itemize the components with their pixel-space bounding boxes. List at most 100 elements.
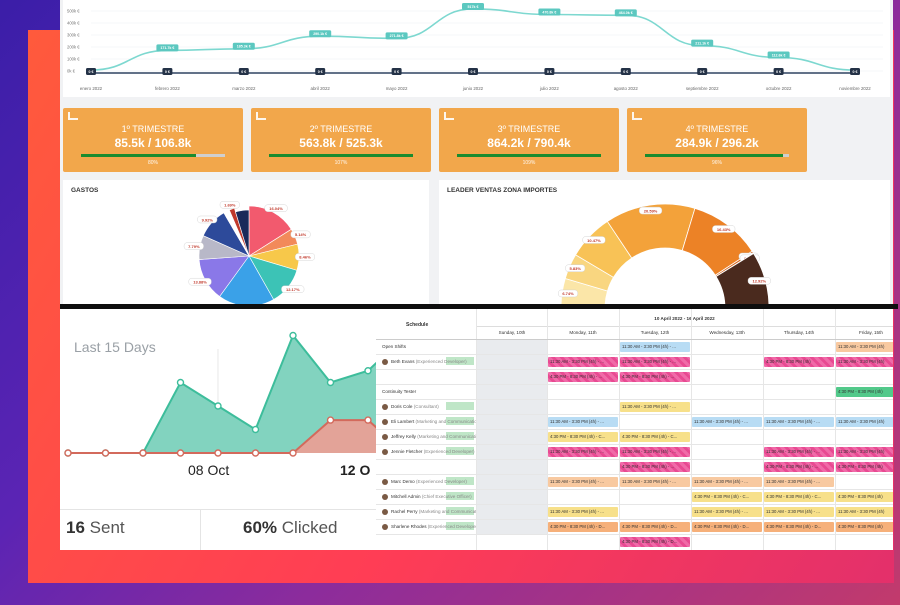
employee-name: Continuity Tester [382, 389, 417, 394]
schedule-row-name[interactable]: Sharlene Rhodes (Experienced Developer) [382, 524, 476, 530]
zero-value-label: 0 € [241, 70, 246, 74]
shift-pill[interactable]: 11:30 AM - 3:30 PM (4h) - ... [764, 506, 834, 517]
shift-pill[interactable]: 11:30 AM - 3:30 PM (4h) - ... [620, 401, 690, 412]
role-progress-bar [446, 432, 474, 440]
shift-pill[interactable]: 11:30 AM - 3:30 PM (4h) - ... [692, 416, 762, 427]
shift-pill[interactable]: 4:30 PM - 8:30 PM (4h) - D... [620, 536, 690, 547]
slice-label: 20.59% [644, 208, 658, 213]
shift-pill[interactable]: 4:30 PM - 8:30 PM (4h) - ... [620, 461, 690, 472]
shift-pill[interactable]: 4:30 PM - 8:30 PM (4h) [836, 461, 893, 472]
trimestre-progress-track [269, 154, 413, 157]
shift-pill[interactable]: 4:30 PM - 8:30 PM (4h) - C... [692, 491, 762, 502]
role-progress-bar [446, 477, 474, 485]
col-line [619, 309, 620, 550]
shift-pill[interactable]: 4:30 PM - 8:30 PM (4h) - C... [620, 431, 690, 442]
shift-pill[interactable]: 4:30 PM - 8:30 PM (4h) [836, 491, 893, 502]
shift-pill[interactable]: 11:30 AM - 3:30 PM (4h) [836, 416, 893, 427]
bar-chart-icon [256, 112, 266, 120]
month-label: noviembre 2022 [839, 86, 871, 91]
shift-pill[interactable]: 4:30 PM - 8:30 PM (4h) - ... [548, 371, 618, 382]
employee-name: Beth Evans [391, 359, 415, 365]
shift-pill[interactable]: 11:30 AM - 3:30 PM (4h) - ... [620, 341, 690, 352]
shift-pill[interactable]: 4:30 PM - 8:30 PM (4h) - ... [620, 371, 690, 382]
employee-name: Doris Cole [391, 404, 413, 410]
row-line [376, 519, 893, 520]
shift-pill[interactable]: 11:30 AM - 3:30 PM (4h) - ... [764, 446, 834, 457]
shift-pill[interactable]: 11:30 AM - 3:30 PM (4h) - ... [764, 476, 834, 487]
month-label: septiembre 2022 [686, 86, 719, 91]
shift-pill[interactable]: 11:30 AM - 3:30 PM (4h) - ... [548, 416, 618, 427]
shift-pill[interactable]: 4:30 PM - 8:30 PM (4h) - C... [764, 491, 834, 502]
schedule-row-name[interactable]: Continuity Tester [382, 389, 476, 394]
shift-pill[interactable]: 11:30 AM - 3:30 PM (4h) - ... [692, 506, 762, 517]
shift-pill[interactable]: 4:30 PM - 8:30 PM (4h) - D... [548, 521, 618, 532]
shift-pill[interactable]: 11:30 AM - 3:30 PM (4h) - ... [548, 476, 618, 487]
month-label: octubre 2022 [766, 86, 792, 91]
zero-value-label: 0 € [165, 70, 170, 74]
value-badge [767, 51, 790, 59]
shift-pill[interactable]: 4:30 PM - 8:30 PM (4h) - D... [764, 521, 834, 532]
slice-label: 12.92% [753, 279, 767, 284]
employee-role: (Experienced Developer) [416, 479, 467, 485]
employee-role: (Experienced Developer) [427, 524, 476, 530]
trimestre-value: 85.5k / 106.8k [114, 136, 192, 150]
month-label: enero 2022 [80, 86, 103, 91]
monthly-sales-line-chart: 500k € 400k € 300k € 200k € 100k € 0k € 0 € ene… [63, 0, 890, 97]
shift-pill[interactable]: 11:30 AM - 3:30 PM (4h) - ... [620, 356, 690, 367]
avatar [382, 419, 388, 425]
shift-pill[interactable]: 11:30 AM - 3:30 PM (4h) [836, 356, 893, 367]
stats-divider [60, 509, 376, 510]
bar-chart-icon [632, 112, 642, 120]
schedule-row-name[interactable]: Marc Demo (Experienced Developer) [382, 479, 476, 485]
shift-pill[interactable]: 11:30 AM - 3:30 PM (4h) - ... [764, 416, 834, 427]
month-label: febrero 2022 [155, 86, 180, 91]
shift-pill[interactable]: 11:30 AM - 3:30 PM (4h) - ... [548, 446, 618, 457]
employee-role: (Chief Executive Officer) [421, 494, 472, 500]
shift-pill[interactable]: 11:30 AM - 3:30 PM (4h) - ... [620, 476, 690, 487]
trimestre-progress-track [81, 154, 225, 157]
col-line [547, 309, 548, 550]
value-badge [156, 44, 179, 52]
schedule-row-name[interactable]: Rachel Perry (Marketing and Communicatio… [382, 509, 476, 515]
shift-pill[interactable]: 11:30 AM - 3:30 PM (4h) - ... [548, 506, 618, 517]
employee-role: (Experienced Developer) [423, 449, 475, 455]
shift-pill[interactable]: 4:30 PM - 8:30 PM (4h) - C... [548, 431, 618, 442]
opened-point [214, 402, 222, 410]
employee-role: (Consultant) [413, 404, 439, 410]
row-line [376, 504, 893, 505]
value-badge [462, 2, 484, 10]
schedule-row-name[interactable]: Jennie Fletcher (Experienced Developer) [382, 449, 476, 455]
zero-value-label: 0 € [394, 70, 399, 74]
schedule-row-name[interactable]: Eli Lambert (Marketing and Communication… [382, 419, 476, 425]
schedule-row-name[interactable]: Jeffrey Kelly (Marketing and Communicati… [382, 434, 476, 440]
header-line [476, 326, 893, 327]
row-line [376, 534, 893, 535]
shift-pill[interactable]: 11:30 AM - 3:30 PM (4h) [836, 506, 893, 517]
shift-pill[interactable]: 4:30 PM - 8:30 PM (4h) [836, 386, 893, 397]
shift-pill[interactable]: 11:30 AM - 3:30 PM (4h) - ... [548, 356, 618, 367]
zero-value-badge [697, 68, 708, 75]
shift-pill[interactable]: 11:30 AM - 3:30 PM (4h) - ... [620, 446, 690, 457]
schedule-row-name[interactable]: Open Shifts [382, 344, 476, 349]
schedule-row-name[interactable]: Mitchell Admin (Chief Executive Officer) [382, 494, 476, 500]
role-progress-bar [446, 417, 474, 425]
schedule-row-name[interactable]: Beth Evans (Experienced Developer) [382, 359, 476, 365]
slice-label-badge [712, 225, 736, 233]
shift-pill[interactable]: 4:30 PM - 8:30 PM (4h) - D... [620, 521, 690, 532]
gastos-slice [248, 205, 292, 257]
shift-pill[interactable]: 11:30 AM - 3:30 PM (4h) [836, 446, 893, 457]
gastos-title: GASTOS [71, 187, 99, 194]
shift-pill[interactable]: 4:30 PM - 8:30 PM (4h) - D... [692, 521, 762, 532]
slice-label-badge [219, 201, 240, 209]
shift-pill[interactable]: 4:30 PM - 8:30 PM (4h) [836, 521, 893, 532]
employee-name: Jennie Fletcher [391, 449, 423, 455]
schedule-row-name[interactable]: Doris Cole (Consultant) [382, 404, 476, 410]
value-label: 211.1k € [695, 41, 709, 45]
shift-pill[interactable]: 11:30 AM - 3:30 PM (4h) [836, 341, 893, 352]
shift-pill[interactable]: 4:30 PM - 8:30 PM (4h) [764, 356, 834, 367]
clicked-point [251, 449, 260, 457]
shift-pill[interactable]: 4:30 PM - 8:30 PM (4h) - ... [764, 461, 834, 472]
shift-pill[interactable]: 11:30 AM - 3:30 PM (4h) - ... [692, 476, 762, 487]
clicked-point [176, 449, 185, 457]
trimestre-title: 2º TRIMESTRE [309, 124, 373, 134]
